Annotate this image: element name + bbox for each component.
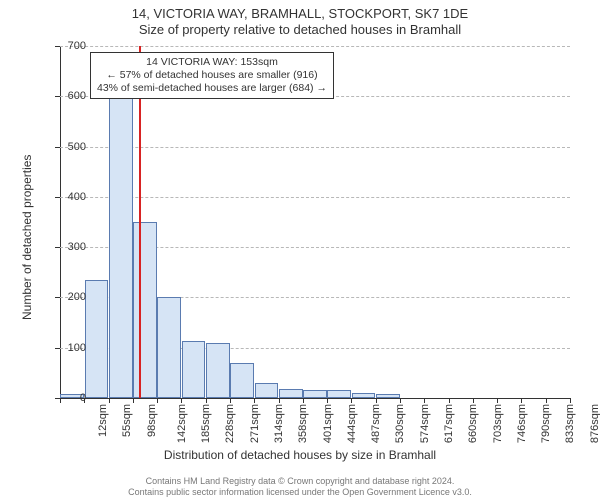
y-axis-title: Number of detached properties (20, 155, 34, 320)
histogram-bar (109, 98, 133, 398)
footer-line1: Contains HM Land Registry data © Crown c… (0, 476, 600, 487)
x-tick-mark (497, 398, 498, 403)
x-tick-mark (521, 398, 522, 403)
histogram-bar (279, 389, 303, 398)
title-line2: Size of property relative to detached ho… (0, 22, 600, 38)
x-tick-label: 617sqm (443, 404, 455, 443)
x-tick-label: 358sqm (297, 404, 309, 443)
x-tick-mark (279, 398, 280, 403)
y-tick-label: 200 (46, 291, 86, 303)
x-tick-mark (424, 398, 425, 403)
y-tick-label: 100 (46, 342, 86, 354)
chart-container: 14, VICTORIA WAY, BRAMHALL, STOCKPORT, S… (0, 0, 600, 500)
histogram-bar (85, 280, 109, 398)
y-tick-label: 400 (46, 191, 86, 203)
x-tick-label: 746sqm (516, 404, 528, 443)
x-tick-label: 790sqm (540, 404, 552, 443)
x-tick-label: 271sqm (249, 404, 261, 443)
histogram-bar (133, 222, 157, 398)
histogram-bar (255, 383, 279, 398)
x-tick-mark (254, 398, 255, 403)
x-tick-label: 487sqm (370, 404, 382, 443)
x-tick-mark (303, 398, 304, 403)
title-block: 14, VICTORIA WAY, BRAMHALL, STOCKPORT, S… (0, 0, 600, 39)
annotation-line1: 14 VICTORIA WAY: 153sqm (97, 56, 327, 69)
x-tick-label: 401sqm (322, 404, 334, 443)
x-tick-mark (60, 398, 61, 403)
x-tick-label: 12sqm (97, 404, 109, 437)
x-tick-label: 703sqm (492, 404, 504, 443)
gridline (60, 197, 570, 198)
x-axis-title: Distribution of detached houses by size … (0, 448, 600, 462)
x-tick-label: 876sqm (589, 404, 600, 443)
footer: Contains HM Land Registry data © Crown c… (0, 476, 600, 498)
y-tick-label: 500 (46, 141, 86, 153)
x-tick-mark (206, 398, 207, 403)
y-tick-label: 700 (46, 40, 86, 52)
x-tick-mark (230, 398, 231, 403)
x-tick-mark (400, 398, 401, 403)
x-tick-mark (133, 398, 134, 403)
histogram-bar (352, 393, 376, 398)
x-tick-mark (351, 398, 352, 403)
histogram-bar (206, 343, 230, 398)
histogram-bar (157, 297, 181, 398)
x-tick-label: 142sqm (176, 404, 188, 443)
x-tick-mark (376, 398, 377, 403)
x-tick-label: 574sqm (419, 404, 431, 443)
gridline (60, 46, 570, 47)
x-tick-label: 444sqm (346, 404, 358, 443)
x-tick-mark (449, 398, 450, 403)
x-tick-label: 55sqm (121, 404, 133, 437)
x-tick-mark (327, 398, 328, 403)
x-tick-label: 660sqm (467, 404, 479, 443)
annotation-box: 14 VICTORIA WAY: 153sqm ← 57% of detache… (90, 52, 334, 99)
x-tick-label: 228sqm (225, 404, 237, 443)
y-tick-label: 600 (46, 90, 86, 102)
histogram-bar (230, 363, 254, 398)
annotation-line3: 43% of semi-detached houses are larger (… (97, 82, 327, 95)
x-tick-mark (84, 398, 85, 403)
histogram-bar (303, 390, 327, 398)
annotation-line2: ← 57% of detached houses are smaller (91… (97, 69, 327, 82)
footer-line2: Contains public sector information licen… (0, 487, 600, 498)
x-tick-mark (546, 398, 547, 403)
x-tick-label: 530sqm (395, 404, 407, 443)
x-tick-mark (181, 398, 182, 403)
x-tick-mark (157, 398, 158, 403)
x-tick-label: 185sqm (200, 404, 212, 443)
plot-area: 14 VICTORIA WAY: 153sqm ← 57% of detache… (60, 46, 570, 398)
x-tick-label: 314sqm (273, 404, 285, 443)
x-axis-line (60, 398, 570, 399)
x-tick-mark (570, 398, 571, 403)
x-tick-mark (473, 398, 474, 403)
y-tick-label: 300 (46, 241, 86, 253)
title-line1: 14, VICTORIA WAY, BRAMHALL, STOCKPORT, S… (0, 6, 600, 22)
x-tick-label: 833sqm (565, 404, 577, 443)
histogram-bar (327, 390, 351, 398)
y-tick-label: 0 (46, 392, 86, 404)
gridline (60, 147, 570, 148)
histogram-bar (376, 394, 400, 398)
histogram-bar (182, 341, 206, 398)
x-tick-mark (109, 398, 110, 403)
x-tick-label: 98sqm (146, 404, 158, 437)
